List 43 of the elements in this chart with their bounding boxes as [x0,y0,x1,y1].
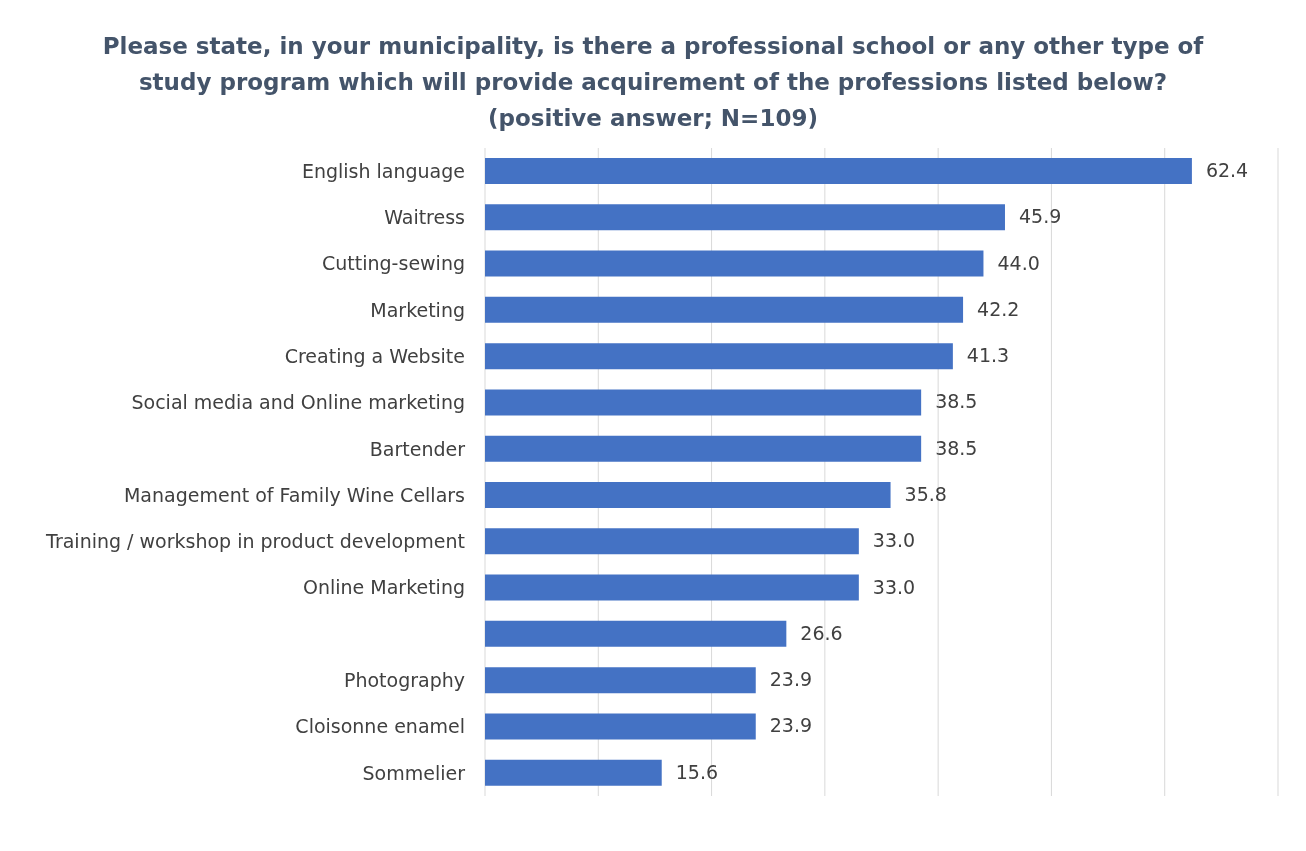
data-label: 15.6 [675,760,719,783]
bar [485,250,984,277]
bar [485,759,662,786]
data-label: 23.9 [769,668,813,691]
chart-subtitle: (positive answer; N=109) [487,104,819,133]
data-label: 26.6 [800,621,843,644]
data-label: 42.2 [977,297,1020,320]
bar [485,343,953,370]
y-tick-label: Creating a Website [284,345,465,368]
bar [485,204,1005,231]
bar [485,482,891,508]
chart-title: Please state, in your municipality, is there a professional school or any other type of study program which will provide acquirement of the professions listed below? [101,32,1205,97]
y-tick-label: Online Marketing [302,576,465,599]
data-label: 38.5 [935,390,978,413]
bar [485,574,859,601]
y-tick-label: English language [301,159,465,182]
data-label: 38.5 [935,436,978,459]
bar [485,528,859,555]
data-label: 33.0 [872,575,916,598]
bar [485,713,756,740]
data-label: 41.3 [966,344,1010,367]
y-tick-label: Cloisonne enamel [295,715,465,738]
y-tick-label: Photography [343,669,465,692]
data-label: 44.0 [997,251,1040,274]
data-label: 35.8 [904,483,947,505]
y-tick-label: Social media and Online marketing [131,391,465,414]
y-tick-label: Waitress [384,206,465,229]
bar [485,158,1192,184]
bar [485,620,787,647]
bar [485,435,922,462]
y-tick-label: Training / workshop in product development [45,530,465,553]
data-label: 33.0 [872,529,916,552]
y-tick-label: Marketing [370,298,465,321]
y-tick-label: Bartender [369,437,466,460]
bar [485,667,756,694]
y-tick-label: Sommelier [362,761,466,784]
bar [485,389,922,416]
data-label: 62.4 [1205,159,1249,181]
bar [485,296,964,323]
y-tick-label: Management of Family Wine Cellars [123,483,465,506]
data-label: 45.9 [1018,205,1062,228]
data-label: 23.9 [769,714,813,737]
y-tick-label: Cutting-sewing [322,252,465,275]
